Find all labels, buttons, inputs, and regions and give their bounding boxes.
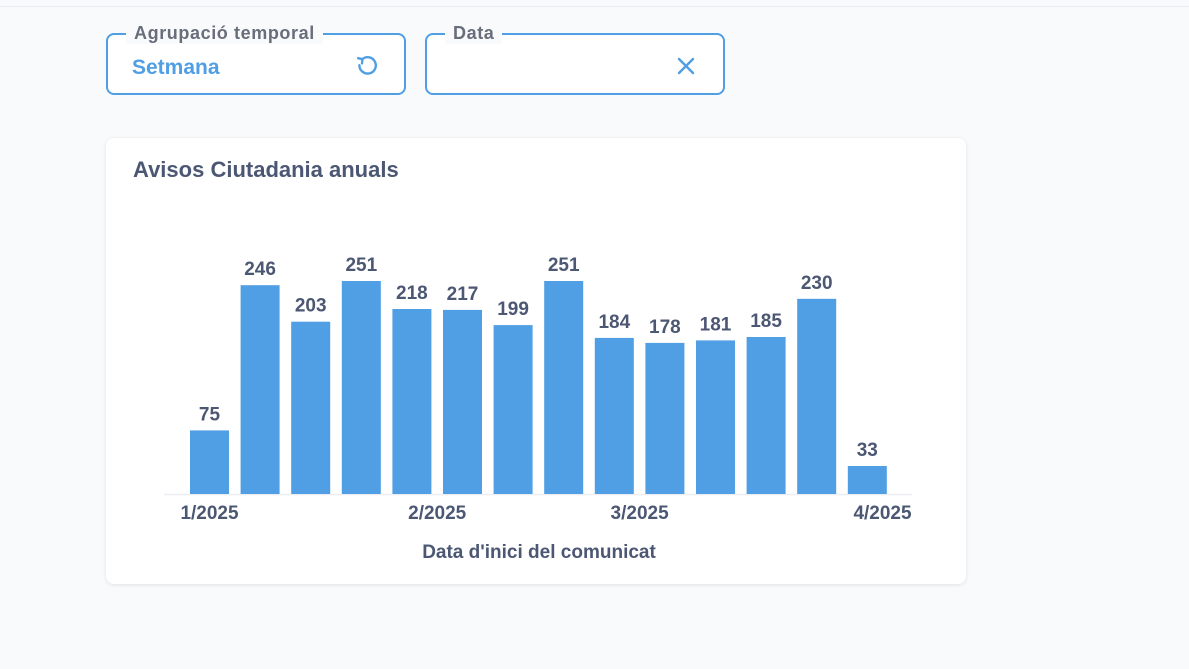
- close-icon[interactable]: [673, 53, 699, 79]
- chart-bar[interactable]: [493, 325, 533, 494]
- time-grouping-label: Agrupació temporal: [126, 22, 323, 44]
- x-tick-label: 4/2025: [853, 503, 912, 524]
- chart-bar[interactable]: [443, 309, 482, 494]
- x-tick-label: 3/2025: [611, 503, 670, 524]
- bar-chart: 75 246 203 251 218 217 199 251 184 178 181 185 230 33…: [164, 255, 912, 563]
- chart-bar[interactable]: [341, 281, 381, 494]
- bar-data-label: 185: [750, 311, 782, 332]
- bar-data-label: 218: [396, 283, 428, 304]
- bar-data-label: 33: [857, 440, 878, 461]
- chart-card: Avisos Ciutadania anuals 75 246 203 251 218 2…: [106, 138, 966, 584]
- bar-data-label: 75: [199, 404, 221, 425]
- bar-data-label: 230: [801, 273, 833, 294]
- chart-bar[interactable]: [746, 337, 786, 494]
- top-divider: [0, 6, 1189, 7]
- bar-data-label: 184: [598, 312, 630, 333]
- time-grouping-filter[interactable]: Agrupació temporal Setmana: [106, 22, 406, 95]
- bar-data-label: 217: [447, 284, 479, 305]
- bar-data-label: 251: [345, 255, 377, 276]
- chart-bar[interactable]: [645, 342, 685, 494]
- bar-data-label: 199: [497, 299, 529, 320]
- chart-bar[interactable]: [797, 298, 837, 494]
- reset-icon[interactable]: [354, 53, 380, 79]
- chart-bar[interactable]: [847, 466, 887, 494]
- chart-bar[interactable]: [544, 281, 584, 494]
- chart-bar[interactable]: [594, 337, 634, 494]
- chart-bar[interactable]: [291, 321, 331, 494]
- date-filter[interactable]: Data: [425, 22, 725, 95]
- bar-data-label: 181: [700, 314, 732, 335]
- time-grouping-value: Setmana: [132, 56, 220, 79]
- bar-data-label: 203: [295, 296, 327, 317]
- bar-data-label: 251: [548, 255, 580, 276]
- card-title[interactable]: Avisos Ciutadania anuals: [133, 157, 399, 182]
- chart-bar[interactable]: [190, 430, 229, 494]
- date-filter-label: Data: [445, 22, 503, 44]
- chart-bar[interactable]: [696, 340, 735, 494]
- bar-data-label: 246: [244, 259, 276, 280]
- chart-bar[interactable]: [392, 309, 432, 494]
- x-tick-label: 1/2025: [180, 503, 239, 524]
- x-tick-label: 2/2025: [408, 503, 467, 524]
- chart-bar[interactable]: [240, 285, 280, 494]
- bar-data-label: 178: [649, 317, 681, 338]
- x-axis-title: Data d'inici del comunicat: [422, 542, 656, 563]
